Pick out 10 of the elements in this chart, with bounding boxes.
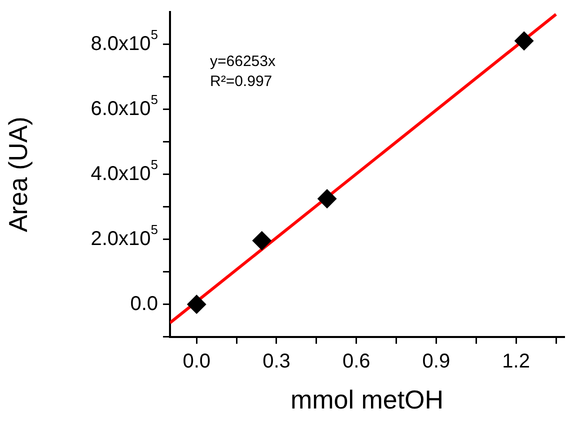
x-tick-label: 0.3 xyxy=(262,350,290,372)
x-axis-title: mmol metOH xyxy=(290,384,444,415)
y-tick-label: 0.0 xyxy=(130,292,158,315)
x-tick-label: 0.0 xyxy=(182,350,211,372)
x-tick-label: 1.2 xyxy=(502,350,530,372)
y-axis-title: Area (UA) xyxy=(2,116,33,232)
x-tick-label: 0.6 xyxy=(342,350,370,372)
annotation: y=66253x xyxy=(210,53,276,70)
x-tick-label: 0.9 xyxy=(422,350,450,372)
annotation: R²=0.997 xyxy=(210,73,272,90)
